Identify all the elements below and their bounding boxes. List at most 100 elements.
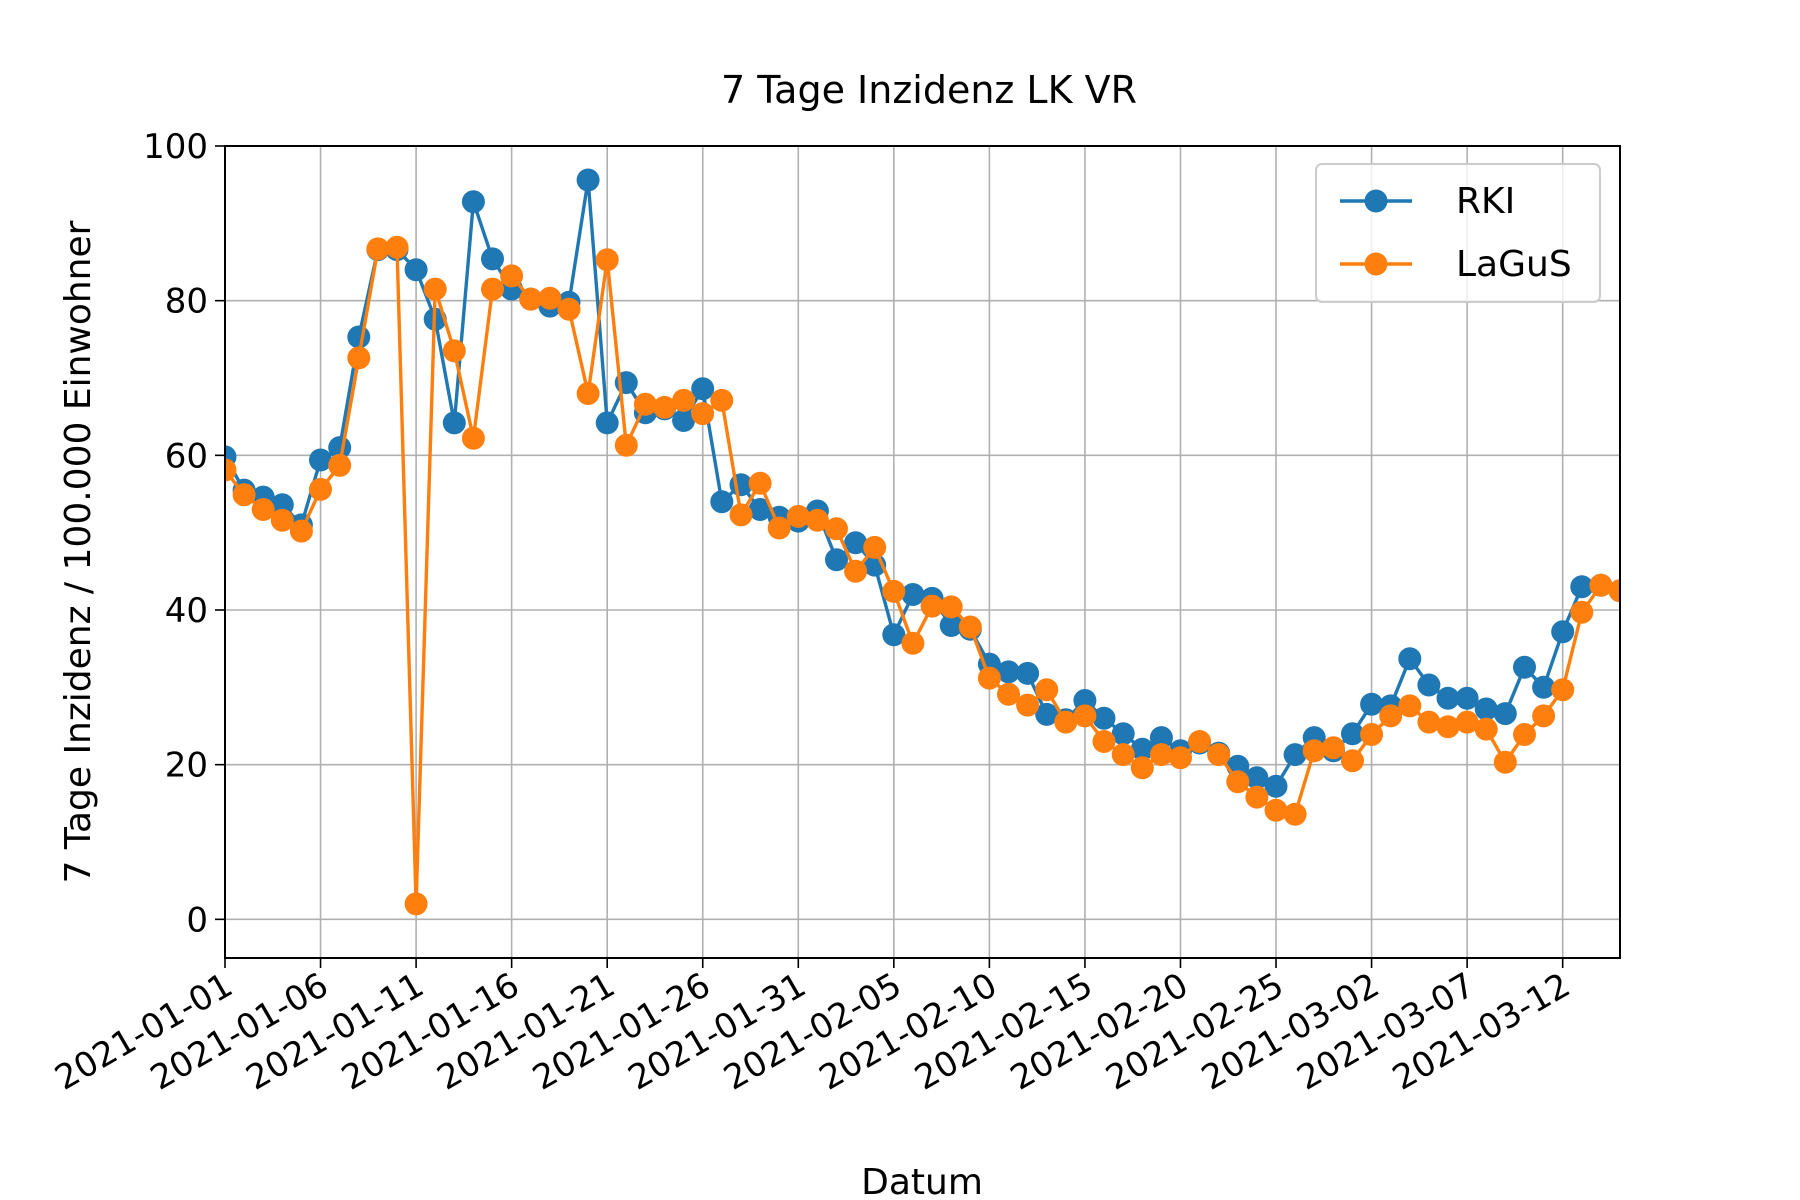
data-point-rki — [1360, 692, 1384, 716]
data-point-lagus — [748, 471, 772, 495]
data-point-lagus — [595, 248, 619, 272]
data-point-lagus — [997, 682, 1020, 706]
data-point-lagus — [538, 286, 562, 310]
data-point-lagus — [1283, 802, 1307, 826]
data-point-lagus — [939, 595, 963, 619]
y-tick-label: 0 — [186, 900, 208, 940]
data-point-rki — [1474, 697, 1498, 721]
data-point-rki — [1035, 702, 1059, 726]
data-point-lagus — [1054, 710, 1078, 734]
data-point-lagus — [481, 277, 504, 301]
data-point-lagus — [423, 277, 447, 301]
data-point-lagus — [225, 458, 237, 482]
data-point-lagus — [404, 892, 428, 916]
data-point-rki — [1417, 673, 1441, 697]
data-point-lagus — [729, 503, 753, 527]
data-point-lagus — [461, 426, 485, 450]
data-point-rki — [1149, 726, 1173, 750]
data-point-rki — [901, 583, 925, 606]
data-point-lagus — [309, 477, 332, 501]
data-point-lagus — [1436, 715, 1460, 739]
data-point-lagus — [1379, 704, 1403, 728]
data-point-rki — [461, 190, 485, 214]
data-point-lagus — [786, 504, 810, 528]
data-point-rki — [672, 409, 696, 432]
data-point-lagus — [347, 346, 371, 370]
plot-frame — [224, 145, 1621, 959]
data-point-lagus — [1207, 743, 1231, 767]
data-point-rki — [1513, 655, 1536, 679]
legend-marker-lagus — [1364, 252, 1388, 276]
y-tick-label: 20 — [165, 746, 208, 786]
data-point-rki — [1016, 661, 1040, 685]
data-point-rki — [442, 411, 466, 435]
data-point-rki — [1341, 722, 1364, 746]
data-point-rki — [691, 377, 715, 401]
data-point-rki — [997, 660, 1020, 684]
data-point-rki — [748, 498, 772, 521]
data-point-rki — [1455, 686, 1479, 710]
data-point-lagus — [901, 631, 925, 655]
data-point-lagus — [825, 517, 848, 541]
data-point-lagus — [1570, 600, 1594, 624]
data-point-lagus — [614, 433, 638, 457]
data-point-rki — [1092, 706, 1116, 730]
data-point-lagus — [366, 237, 390, 261]
data-point-rki — [1570, 575, 1594, 599]
data-point-lagus — [1551, 678, 1575, 702]
data-point-lagus — [442, 339, 466, 363]
data-point-lagus — [1226, 770, 1250, 794]
data-point-lagus — [500, 264, 524, 288]
data-point-rki — [481, 247, 504, 271]
data-point-lagus — [1149, 743, 1173, 767]
y-tick-label: 80 — [165, 282, 208, 322]
data-point-rki — [404, 258, 428, 282]
data-point-lagus — [251, 498, 275, 521]
data-point-lagus — [1130, 756, 1154, 780]
data-point-lagus — [920, 594, 944, 618]
legend: RKI LaGuS — [1315, 163, 1601, 303]
data-point-lagus — [1513, 723, 1536, 746]
data-point-lagus — [576, 382, 600, 405]
data-point-rki — [710, 490, 734, 514]
data-point-lagus — [1321, 736, 1345, 760]
data-point-rki — [1130, 737, 1154, 761]
chart-title: 7 Tage Inzidenz LK VR — [721, 68, 1137, 112]
data-point-lagus — [958, 615, 982, 639]
data-point-lagus — [767, 516, 791, 540]
data-point-rki — [939, 614, 963, 637]
data-point-lagus — [633, 392, 657, 416]
data-point-lagus — [1360, 723, 1384, 746]
data-point-lagus — [1417, 710, 1441, 734]
data-point-rki — [844, 531, 868, 555]
data-point-rki — [882, 623, 906, 647]
data-point-lagus — [1589, 573, 1613, 597]
data-point-lagus — [385, 235, 409, 259]
data-point-lagus — [1474, 717, 1498, 741]
data-point-lagus — [1341, 749, 1364, 773]
data-point-rki — [825, 548, 848, 572]
data-point-rki — [1245, 766, 1269, 790]
y-tick-label: 40 — [165, 591, 208, 631]
y-axis: 0 20 40 60 80 100 — [143, 127, 225, 940]
data-point-lagus — [1302, 739, 1326, 763]
data-point-rki — [1111, 722, 1135, 746]
data-point-rki — [1398, 647, 1422, 671]
data-point-lagus — [328, 453, 352, 477]
data-point-lagus — [691, 402, 715, 426]
y-tick-label: 100 — [143, 127, 208, 167]
data-point-lagus — [1245, 785, 1269, 809]
data-point-rki — [1283, 743, 1307, 767]
legend-marker-rki — [1364, 189, 1388, 213]
data-point-lagus — [519, 287, 543, 311]
data-point-rki — [1436, 686, 1460, 710]
data-point-rki — [576, 168, 600, 192]
data-point-lagus — [1016, 693, 1040, 717]
data-point-lagus — [672, 388, 696, 412]
data-point-lagus — [1092, 730, 1116, 753]
data-point-lagus — [977, 666, 1001, 690]
plot-area — [225, 168, 1620, 916]
data-point-lagus — [805, 508, 829, 532]
data-point-lagus — [1455, 710, 1479, 734]
